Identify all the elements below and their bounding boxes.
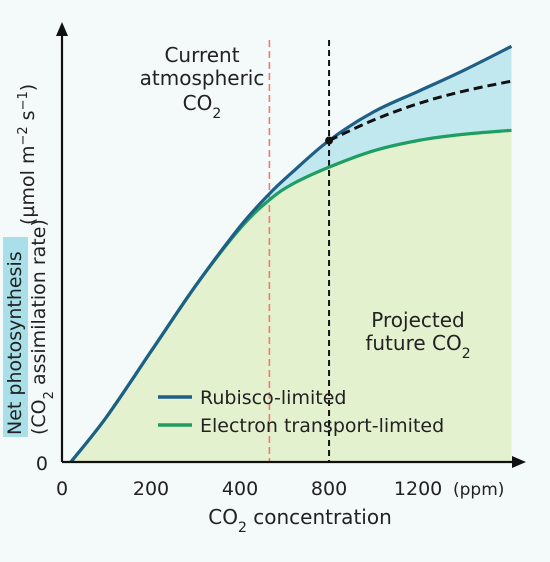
rubisco-line bbox=[69, 44, 513, 463]
x-unit: (ppm) bbox=[453, 480, 504, 500]
x-axis-arrow bbox=[512, 456, 526, 468]
legend: Rubisco-limited Electron transport-limit… bbox=[158, 387, 444, 437]
future-co2-label-1: Projected bbox=[371, 308, 464, 332]
y-label-unit: (µmol m−2 s−1) bbox=[16, 84, 40, 225]
legend-label-rubisco: Rubisco-limited bbox=[200, 387, 346, 409]
projected-dashed-line bbox=[328, 79, 512, 142]
current-co2-label-1: Current bbox=[164, 43, 239, 67]
x-tick-labels: 0 200 400 800 1200 bbox=[56, 478, 442, 500]
y-axis-arrow bbox=[56, 22, 68, 36]
y-label-highlight bbox=[3, 237, 28, 437]
x-tick-1200: 1200 bbox=[394, 478, 442, 500]
x-tick-200: 200 bbox=[133, 478, 169, 500]
intersection-point bbox=[325, 136, 334, 145]
x-tick-400: 400 bbox=[222, 478, 258, 500]
y-tick-0: 0 bbox=[36, 453, 48, 475]
rubisco-gap-fill bbox=[240, 46, 512, 229]
electron-limited-fill bbox=[70, 130, 512, 463]
y-label-line1: Net photosynthesis bbox=[4, 251, 26, 435]
x-tick-0: 0 bbox=[56, 478, 68, 500]
legend-label-electron: Electron transport-limited bbox=[200, 415, 444, 437]
current-co2-label-2: atmospheric bbox=[140, 66, 265, 90]
x-tick-800: 800 bbox=[311, 478, 347, 500]
